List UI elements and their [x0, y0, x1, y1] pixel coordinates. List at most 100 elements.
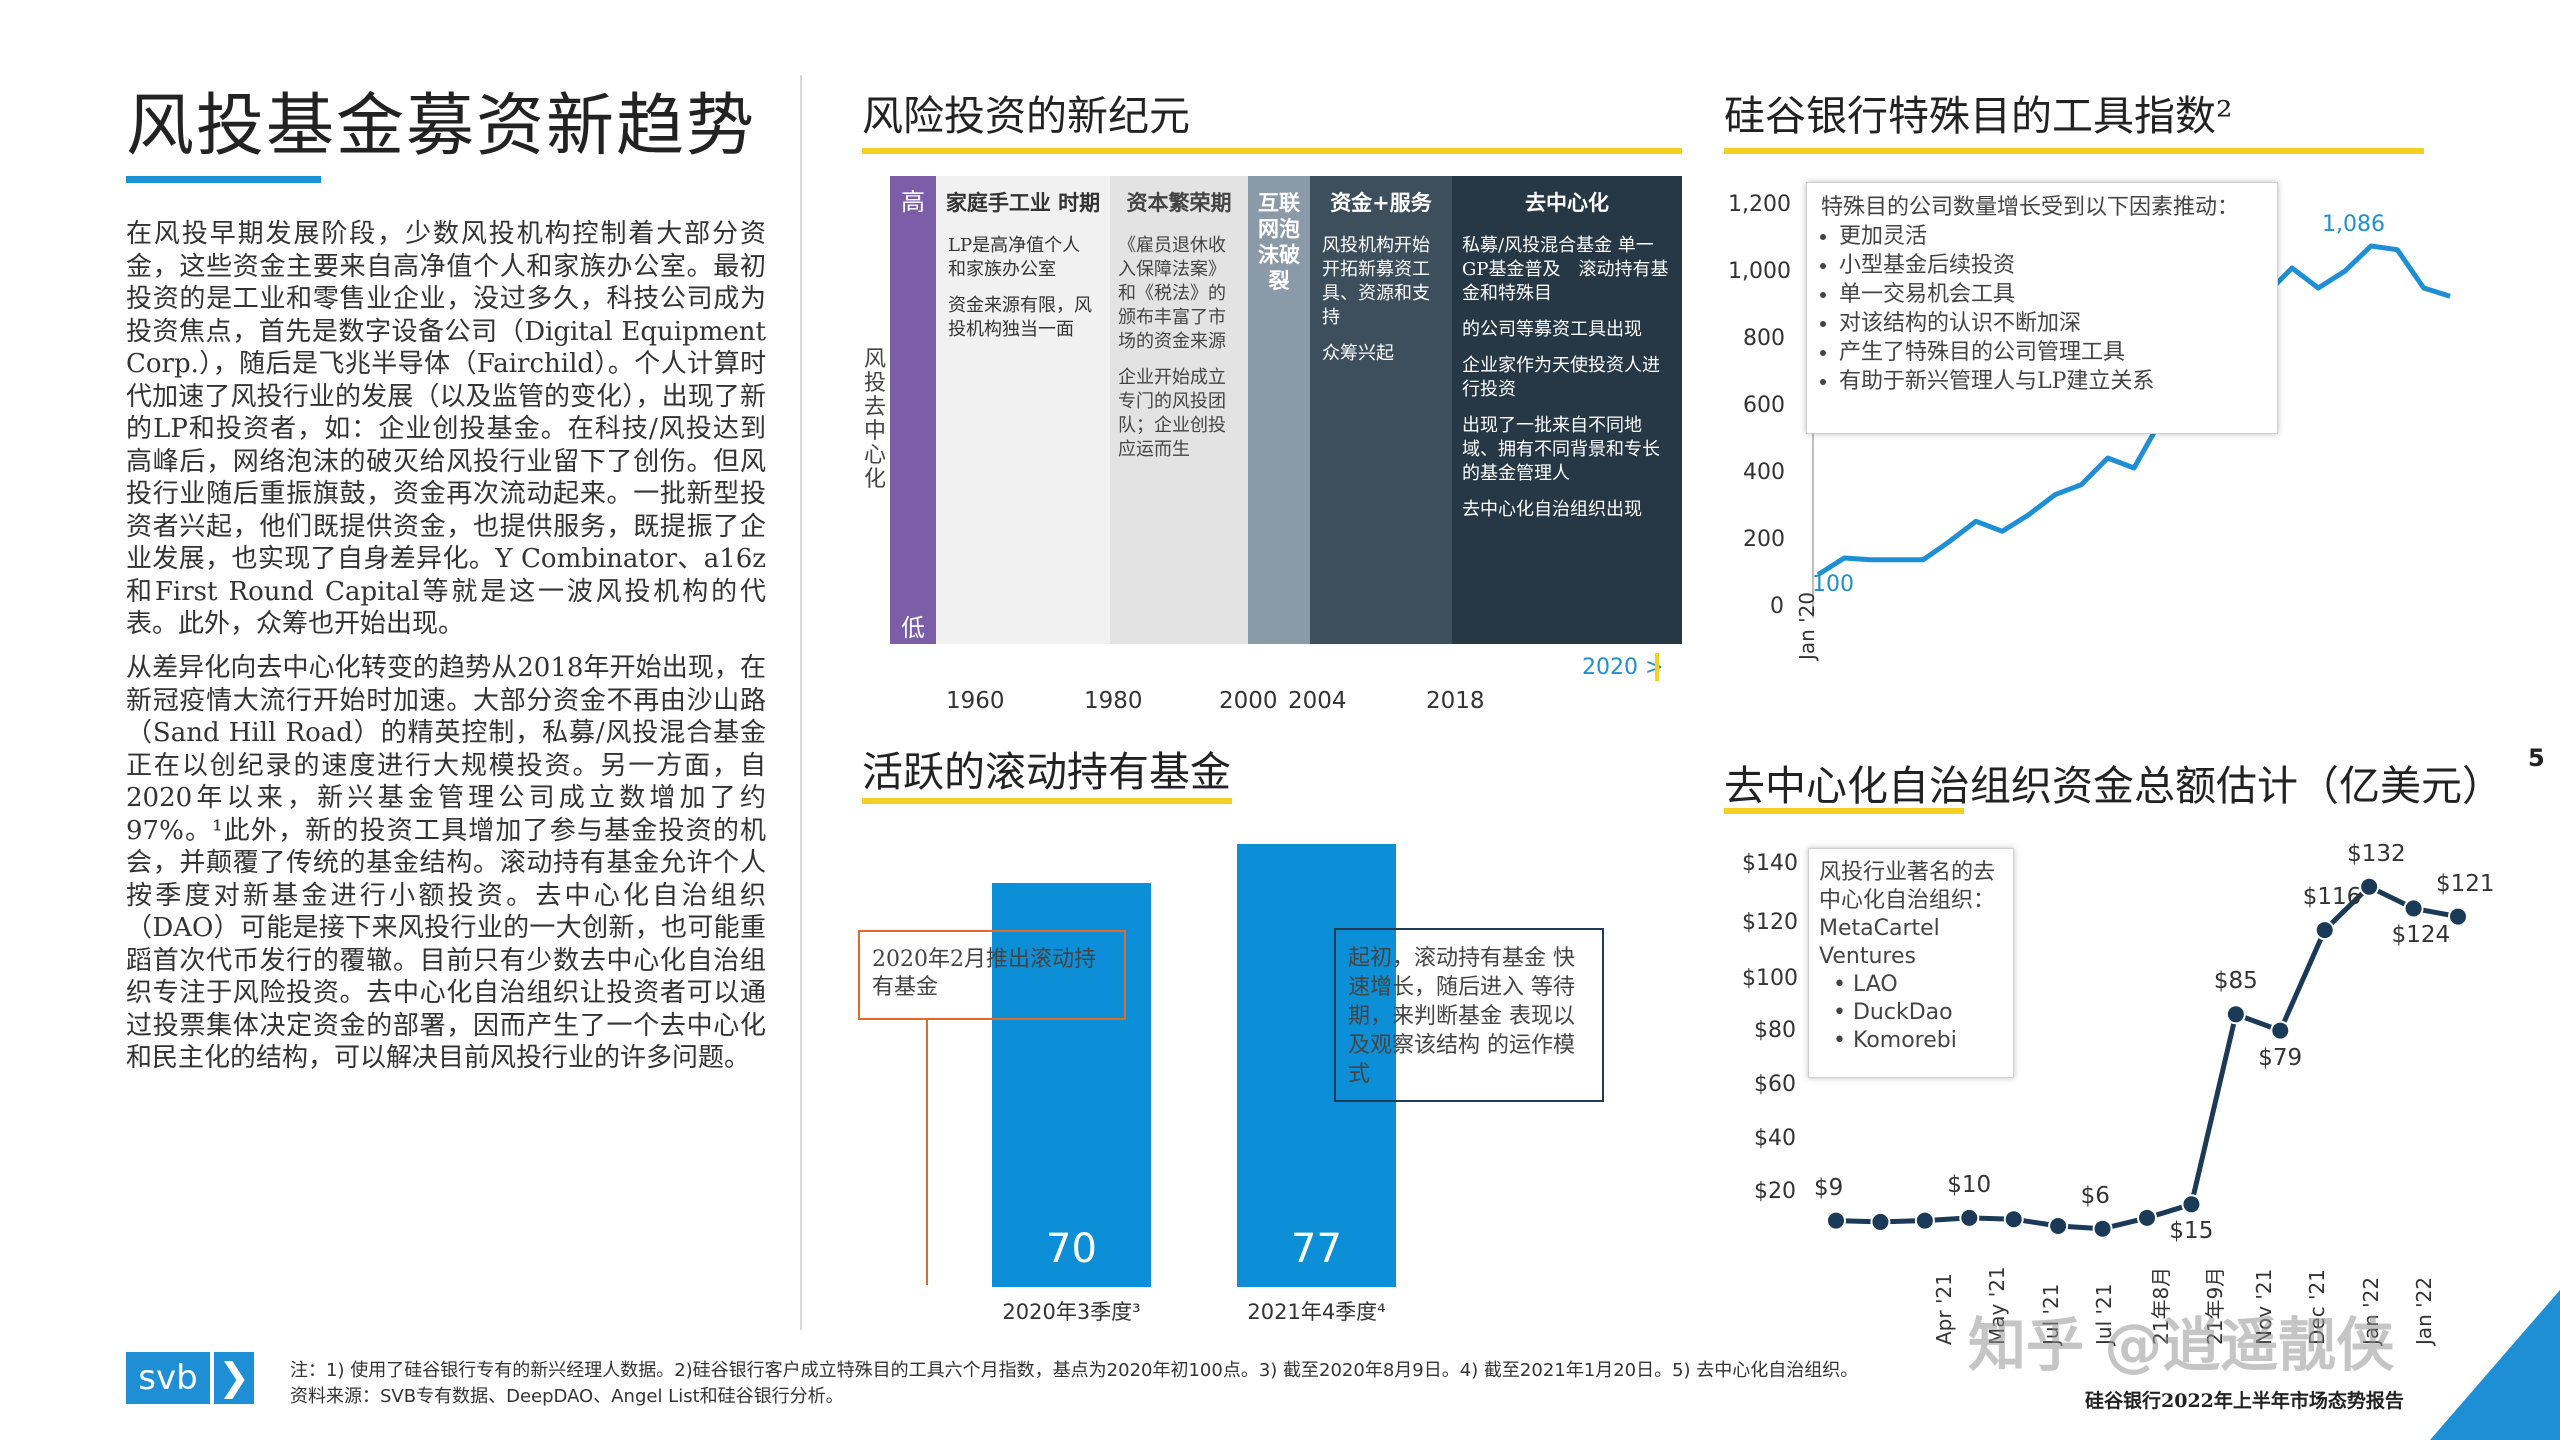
dao-point	[2448, 906, 2468, 927]
dao-point-label: $132	[2347, 840, 2406, 867]
index-underline	[1724, 148, 2424, 154]
era-text: 出现了一批来自不同地域、拥有不同背景和专长的基金管理人	[1462, 415, 1660, 484]
dao-point	[2403, 898, 2424, 919]
dao-points	[1826, 876, 2468, 1239]
eras-underline	[862, 148, 1682, 154]
y-tick: 1,200	[1728, 192, 1791, 217]
eras-title: 风险投资的新纪元	[862, 92, 1190, 140]
launch-callout-line	[926, 1020, 928, 1285]
index-peak-label: 1,086	[2322, 212, 2385, 237]
dao-callout-item-text: DuckDao	[1852, 1000, 1953, 1025]
dao-point-label: $124	[2391, 922, 2451, 949]
index-callout-item: 对该结构的认识不断加深	[1839, 309, 2263, 338]
bar-value: 77	[1291, 1226, 1342, 1272]
index-callout-title: 特殊目的公司数量增长受到以下因素推动：	[1821, 195, 2240, 220]
era-text: 众筹兴起	[1322, 343, 1394, 364]
growth-callout: 起初，滚动持有基金 快速增长，随后进入 等待期，来判断基金 表现以及观察该结构 …	[1334, 928, 1604, 1102]
era-dotcom: 互联网泡沫破裂	[1248, 176, 1310, 644]
dao-callout-item: MetaCartel Ventures	[1819, 916, 1940, 969]
era-text: 企业家作为天使投资人进行投资	[1462, 355, 1660, 400]
dao-point	[1914, 1210, 1935, 1231]
dao-point	[2137, 1207, 2157, 1228]
intro-paragraph: 在风投早期发展阶段，少数风投机构控制着大部分资金，这些资金主要来自高净值个人和家…	[126, 219, 766, 639]
year-label: 1980	[1084, 688, 1143, 714]
y-tick: 600	[1743, 393, 1785, 418]
year-label: 1960	[946, 688, 1005, 714]
axis-low-label: 低	[901, 614, 925, 642]
year-label: 2018	[1426, 688, 1485, 714]
era-head: 资本繁荣期	[1126, 190, 1232, 215]
rolling-underline	[862, 798, 1232, 804]
trend-paragraph: 从差异化向去中心化转变的趋势从2018年开始出现，在新冠疫情大流行开始时加速。大…	[126, 653, 766, 1073]
dao-title: 去中心化自治组织资金总额估计（亿美元）	[1724, 762, 2503, 810]
era-head: 去中心化	[1525, 190, 1609, 215]
dao-point	[2314, 920, 2335, 941]
year-label: 2004	[1288, 688, 1347, 714]
dao-point-label: $15	[2169, 1218, 2214, 1245]
rolling-title: 活跃的滚动持有基金	[862, 748, 1231, 796]
index-callout-item: 小型基金后续投资	[1839, 251, 2263, 280]
index-callout-item: 更加灵活	[1839, 222, 2263, 251]
index-callout-item: 有助于新兴管理人与LP建立关系	[1839, 367, 2263, 396]
bar-category-label: 2020年3季度³	[1002, 1300, 1141, 1324]
dao-callout-item: • LAO	[1833, 972, 1898, 997]
y-tick: 0	[1770, 594, 1784, 619]
y-tick: $100	[1742, 966, 1798, 991]
dao-title-footnote: 5	[2528, 744, 2545, 772]
dao-point-label: $9	[1814, 1174, 1844, 1201]
era-cottage: 家庭手工业 时期 LP是高净值个人和家族办公室 资金来源有限，风投机构独当一面	[936, 176, 1110, 644]
bar-value: 70	[1046, 1226, 1097, 1272]
svb-logo: svb ❯	[126, 1352, 254, 1404]
y-tick: 200	[1743, 527, 1785, 552]
era-capital-service: 资金+服务 风投机构开始开拓新募资工具、资源和支持 众筹兴起	[1310, 176, 1452, 644]
bar-2021q4	[1237, 844, 1396, 1287]
report-name: 硅谷银行2022年上半年市场态势报告	[2085, 1390, 2404, 1412]
dao-callout: 风投行业著名的去中心化自治组织： MetaCartel Ventures • L…	[1808, 848, 2014, 1078]
corner-accent	[2430, 1290, 2560, 1440]
era-text: 风投机构开始开拓新募资工具、资源和支持	[1322, 235, 1430, 328]
era-capital-boom: 资本繁荣期 《雇员退休收入保障法案》和《税法》的颁布丰富了市场的资金来源 企业开…	[1110, 176, 1248, 644]
era-text: 私募/风投混合基金 单一GP基金普及 滚动持有基金和特殊目	[1462, 235, 1669, 304]
era-head: 互联网泡沫破裂	[1258, 190, 1300, 293]
axis-high-label: 高	[901, 188, 925, 216]
dao-point	[1959, 1207, 1980, 1228]
era-text: 《雇员退休收入保障法案》和《税法》的颁布丰富了市场的资金来源	[1118, 235, 1226, 352]
dao-point-label: $10	[1947, 1171, 1992, 1198]
era-text: 的公司等募资工具出现	[1462, 319, 1642, 340]
index-callout: 特殊目的公司数量增长受到以下因素推动： 更加灵活 小型基金后续投资 单一交易机会…	[1806, 182, 2278, 434]
y-tick: $120	[1742, 910, 1798, 935]
dao-point	[2092, 1218, 2113, 1239]
dao-callout-item: • Komorebi	[1833, 1028, 1957, 1053]
y-tick: $40	[1754, 1126, 1796, 1151]
era-text: 去中心化自治组织出现	[1462, 499, 1642, 520]
dao-point-label: $121	[2436, 870, 2495, 897]
page-title: 风投基金募资新趋势	[126, 87, 757, 166]
dao-point	[2003, 1209, 2024, 1230]
index-start-label: 100	[1812, 572, 1854, 597]
dao-point	[2181, 1194, 2202, 1215]
era-decentralized: 去中心化 私募/风投混合基金 单一GP基金普及 滚动持有基金和特殊目 的公司等募…	[1452, 176, 1682, 644]
footer-note-text: 注：1) 使用了硅谷银行专有的新兴经理人数据。2)硅谷银行客户成立特殊目的工具六…	[290, 1360, 1859, 1381]
y-tick: 1,000	[1728, 259, 1791, 284]
title-underline	[126, 176, 321, 183]
y-tick: $140	[1742, 851, 1798, 876]
dao-callout-item-text: LAO	[1852, 972, 1898, 997]
dao-point	[2359, 876, 2380, 897]
axis-title: 风投去中心化	[864, 347, 887, 492]
index-series-line	[1816, 243, 2451, 577]
dao-callout-title: 风投行业著名的去中心化自治组织：	[1819, 860, 1996, 913]
index-title: 硅谷银行特殊目的工具指数²	[1724, 92, 2233, 140]
y-tick: $20	[1754, 1179, 1796, 1204]
era-text: LP是高净值个人和家族办公室	[948, 235, 1081, 280]
dao-point-label: $116	[2302, 884, 2362, 911]
dao-point	[2225, 1004, 2246, 1025]
bar-category-label: 2021年4季度⁴	[1247, 1300, 1386, 1324]
watermark: 知乎 @逍遥靓侠	[1968, 1311, 2395, 1379]
y-tick: $60	[1754, 1072, 1796, 1097]
decentralization-axis-bar: 高 低	[890, 176, 936, 644]
era-text: 企业开始成立专门的风投团队；企业创投应运而生	[1118, 367, 1226, 460]
column-divider	[800, 75, 802, 1330]
chevron-right-icon: ❯	[214, 1352, 254, 1404]
dao-point-label: $6	[2080, 1182, 2110, 1209]
